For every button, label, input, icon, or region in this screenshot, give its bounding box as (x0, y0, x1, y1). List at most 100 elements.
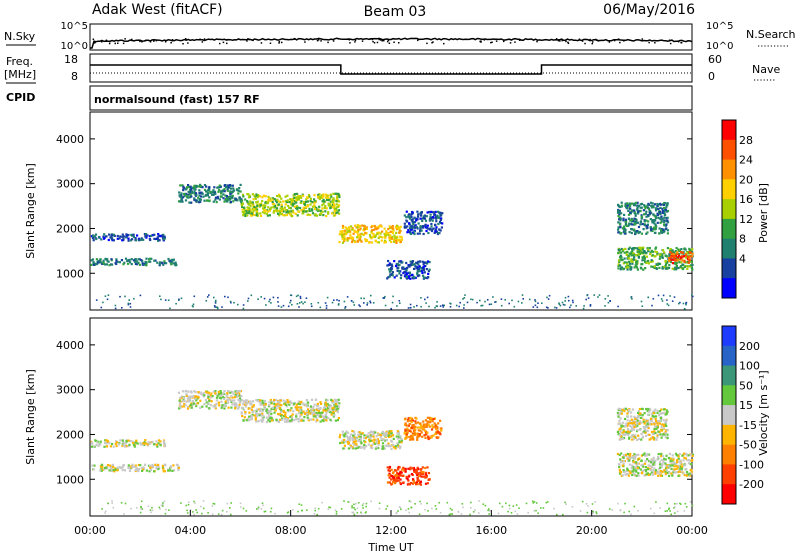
freq-tick-left-bottom: 8 (71, 70, 78, 83)
echo-cell (434, 426, 437, 429)
echo-cell (265, 212, 268, 215)
echo-cell (422, 425, 425, 428)
echo-cell (438, 228, 441, 231)
echo-cell (290, 203, 293, 206)
echo-cell (187, 190, 190, 193)
echo-cell (281, 417, 284, 420)
echo-cell (225, 195, 229, 198)
echo-cell (640, 464, 643, 467)
echo-cell (300, 406, 303, 409)
echo-cell (296, 206, 300, 209)
echo-cell (187, 503, 190, 506)
echo-cell (440, 226, 443, 229)
echo-cell (671, 474, 674, 477)
echo-cell (102, 301, 104, 304)
echo-cell (399, 260, 402, 263)
echo-cell (641, 414, 644, 417)
echo-cell (637, 210, 640, 213)
echo-cell (306, 401, 309, 404)
echo-cell (656, 426, 659, 429)
echo-cell (346, 440, 350, 444)
echo-cell (250, 408, 253, 411)
echo-cell (659, 466, 662, 469)
echo-cell (409, 438, 412, 441)
echo-cell (533, 510, 536, 512)
echo-cell (425, 229, 428, 233)
echo-cell (652, 219, 655, 222)
echo-cell (427, 435, 430, 438)
echo-cell (628, 463, 631, 466)
echo-cell (108, 469, 111, 472)
echo-cell (103, 445, 106, 448)
echo-cell (401, 261, 404, 264)
echo-cell (377, 440, 381, 443)
echo-cell (325, 403, 328, 406)
echo-cell (203, 403, 206, 406)
echo-cell (111, 500, 113, 502)
echo-cell (279, 207, 282, 210)
echo-cell (360, 512, 363, 515)
echo-cell (251, 405, 254, 408)
echo-cell (627, 257, 630, 260)
echo-cell (653, 467, 656, 470)
echo-cell (658, 227, 661, 230)
echo-cell (192, 305, 194, 308)
noise-search-dot (269, 42, 272, 44)
echo-cell (302, 410, 305, 413)
echo-cell (261, 200, 264, 203)
echo-cell (190, 190, 193, 193)
echo-cell (671, 454, 674, 457)
echo-cell (274, 398, 278, 401)
echo-cell (646, 458, 649, 461)
echo-cell (656, 202, 659, 206)
echo-cell (625, 261, 628, 264)
echo-cell (627, 209, 630, 212)
echo-cell (382, 297, 385, 299)
echo-cell (641, 305, 644, 307)
echo-cell (398, 263, 401, 266)
echo-cell (392, 481, 395, 484)
echo-cell (646, 409, 649, 413)
echo-cell (355, 443, 358, 446)
noise-search-dot (386, 40, 389, 43)
echo-cell (411, 276, 414, 279)
echo-cell (129, 440, 132, 443)
echo-cell (270, 412, 273, 415)
echo-cell (141, 468, 145, 471)
echo-cell (406, 225, 409, 228)
echo-cell (413, 468, 416, 471)
echo-cell (99, 258, 102, 261)
echo-cell (424, 436, 427, 439)
echo-cell (640, 300, 643, 303)
echo-cell (365, 502, 368, 505)
echo-cell (632, 252, 635, 255)
echo-cell (337, 417, 340, 420)
echo-cell (376, 231, 379, 234)
echo-cell (627, 457, 630, 460)
echo-cell (413, 267, 416, 270)
echo-cell (414, 265, 417, 268)
echo-cell (179, 184, 182, 187)
echo-cell (355, 230, 358, 233)
echo-cell (352, 438, 355, 441)
echo-cell (136, 442, 139, 445)
echo-cell (114, 304, 117, 307)
echo-cell (404, 429, 407, 432)
echo-cell (660, 452, 663, 455)
echo-cell (641, 259, 644, 262)
echo-cell (676, 461, 679, 464)
echo-cell (346, 436, 350, 439)
echo-cell (675, 454, 678, 457)
echo-cell (144, 463, 147, 466)
noise-search-dot (114, 42, 116, 45)
echo-cell (357, 446, 360, 449)
echo-cell (386, 434, 390, 437)
echo-cell (568, 299, 570, 302)
noise-search-dot (378, 38, 380, 41)
echo-cell (562, 513, 564, 516)
echo-cell (649, 464, 652, 467)
echo-cell (630, 202, 634, 205)
echo-cell (109, 466, 112, 469)
echo-cell (162, 440, 166, 443)
colorbar-tick-label: 20 (739, 173, 753, 186)
